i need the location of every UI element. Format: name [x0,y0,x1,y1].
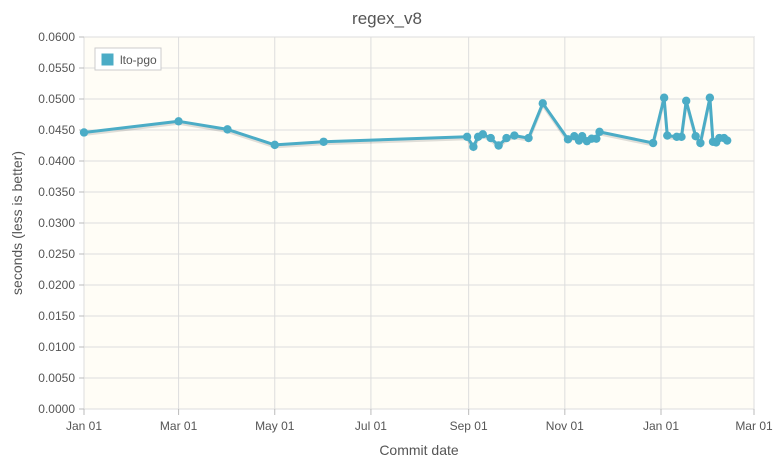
y-tick-label: 0.0200 [38,278,75,292]
x-axis: Jan 01 Mar 01 May 01 Jul 01 Sep 01 Nov 01 Jan … [66,409,773,433]
x-tick-label: Mar 01 [735,419,773,433]
y-tick-label: 0.0300 [38,216,75,230]
data-point[interactable] [592,134,601,143]
data-point[interactable] [648,138,658,148]
series-layer [79,93,732,152]
data-point[interactable] [705,93,715,102]
data-point[interactable] [538,99,547,108]
data-point[interactable] [696,138,705,148]
data-point[interactable] [723,136,732,145]
y-tick-label: 0.0000 [38,402,75,416]
data-point[interactable] [462,132,472,142]
y-tick-label: 0.0100 [38,340,75,354]
data-point[interactable] [524,133,533,143]
legend-label: lto-pgo [120,53,157,67]
legend-swatch [100,52,115,67]
y-tick-label: 0.0600 [38,30,75,44]
y-tick-label: 0.0050 [38,371,75,385]
y-axis-label: seconds (less is better) [9,151,25,295]
x-tick-label: Jan 01 [643,419,679,433]
y-tick-label: 0.0500 [38,92,75,106]
legend[interactable]: lto-pgo [94,47,162,71]
chart-title: regex_v8 [352,9,422,28]
data-point[interactable] [223,125,232,134]
x-tick-label: Mar 01 [160,419,198,433]
data-point[interactable] [486,133,495,143]
data-point[interactable] [682,96,691,106]
data-point[interactable] [79,128,89,137]
data-point[interactable] [174,117,183,126]
data-point[interactable] [510,131,519,140]
x-tick-label: May 01 [255,419,295,433]
x-tick-label: Jan 01 [66,419,102,433]
y-tick-label: 0.0350 [38,185,75,199]
data-point[interactable] [691,132,700,141]
y-tick-label: 0.0250 [38,247,75,261]
x-tick-label: Jul 01 [355,419,387,433]
data-point[interactable] [494,141,503,150]
y-tick-label: 0.0150 [38,309,75,323]
y-tick-label: 0.0400 [38,154,75,168]
data-point[interactable] [502,133,511,143]
data-point[interactable] [563,135,573,144]
data-point[interactable] [478,130,488,139]
y-tick-label: 0.0550 [38,61,75,75]
data-point[interactable] [595,127,604,137]
data-point[interactable] [663,131,672,140]
y-axis: 0.0000 0.0050 0.0100 0.0150 0.0200 0.0250 0.03… [38,30,84,416]
x-axis-label: Commit date [379,442,459,458]
y-tick-label: 0.0450 [38,123,75,137]
x-tick-label: Nov 01 [546,419,584,433]
data-point[interactable] [659,93,669,102]
x-tick-label: Sep 01 [450,419,488,433]
data-point[interactable] [469,142,478,151]
data-point[interactable] [270,140,279,150]
data-point[interactable] [319,137,328,146]
data-point[interactable] [677,132,686,142]
